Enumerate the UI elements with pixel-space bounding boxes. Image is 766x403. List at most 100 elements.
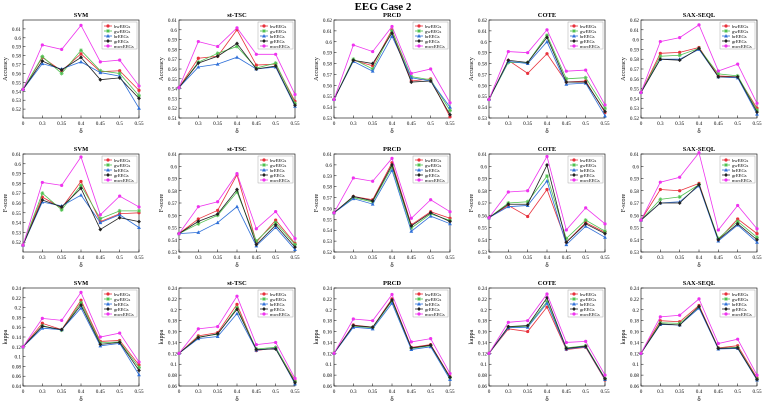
data-point-2 — [215, 220, 220, 225]
data-point-6 — [293, 380, 297, 385]
y-tick-label: 0.56 — [323, 83, 332, 89]
data-point-4 — [409, 345, 414, 350]
data-point-3 — [79, 300, 83, 305]
y-tick-label: 0.08 — [323, 373, 332, 379]
data-point-5 — [736, 217, 740, 221]
data-point-0 — [639, 90, 643, 95]
data-point-6 — [448, 375, 452, 380]
subplot-title: COTE — [538, 12, 556, 19]
y-tick-label: 0.53 — [630, 250, 639, 256]
y-tick-label: 0.53 — [12, 98, 21, 104]
y-axis-label: F-score — [468, 193, 475, 212]
data-point-2 — [525, 60, 530, 65]
data-point-3 — [235, 172, 239, 176]
data-point-4 — [254, 67, 259, 71]
data-point-legend — [724, 29, 728, 33]
x-tick-label: 0.5 — [582, 389, 589, 395]
x-tick-label: 0.35 — [523, 121, 532, 127]
x-tick-label: 0.45 — [407, 389, 416, 395]
legend-label-gwEEGs: gwEEGs — [114, 163, 131, 168]
data-point-legend — [106, 29, 110, 33]
data-point-legend — [262, 302, 266, 306]
data-point-legend — [106, 302, 110, 306]
y-tick-label: 0.14 — [168, 340, 177, 346]
legend-label-mwcEEGs: mwcEEGs — [270, 44, 290, 49]
data-point-4 — [254, 242, 259, 247]
y-tick-label: 0.2 — [171, 308, 178, 314]
x-tick-label: 0 — [22, 389, 25, 395]
data-point-1 — [658, 319, 662, 323]
data-point-6 — [137, 84, 141, 88]
legend-label-bwEEGs: bwEEGs — [270, 158, 287, 163]
data-point-1 — [351, 194, 356, 199]
y-tick-label: 0.58 — [323, 62, 332, 68]
data-point-6 — [448, 105, 452, 109]
x-axis-label: δ — [79, 127, 83, 135]
legend-label-mwcEEGs: mwcEEGs — [114, 312, 134, 317]
legend-label-grEEGs: grEEGs — [425, 307, 440, 312]
x-tick-label: 0.45 — [96, 255, 105, 261]
data-point-3 — [390, 168, 394, 172]
y-tick-label: 0.53 — [478, 250, 487, 256]
data-point-1 — [40, 43, 44, 47]
data-point-1 — [196, 219, 201, 224]
y-tick-label: 0.14 — [323, 340, 332, 346]
y-tick-label: 0.56 — [12, 71, 21, 77]
data-point-4 — [409, 229, 414, 233]
legend-label-brEEGs: brEEGs — [732, 34, 747, 39]
data-point-legend — [417, 302, 421, 306]
legend-label-gwEEGs: gwEEGs — [580, 297, 597, 302]
x-axis-label: δ — [390, 395, 394, 403]
legend-label-brEEGs: brEEGs — [580, 168, 595, 173]
data-point-legend — [724, 307, 728, 311]
x-tick-label: 0.3 — [505, 389, 512, 395]
data-point-legend — [262, 297, 266, 301]
y-tick-label: 0.08 — [168, 373, 177, 379]
data-point-3 — [390, 162, 394, 167]
data-point-legend — [572, 173, 576, 177]
data-point-4 — [409, 80, 414, 85]
data-point-3 — [79, 186, 83, 191]
data-point-6 — [603, 113, 607, 118]
data-point-6 — [293, 103, 297, 108]
x-axis-label: δ — [545, 127, 549, 135]
series-mwcEEGs — [332, 156, 452, 220]
y-axis-label: F-score — [158, 193, 165, 212]
y-tick-label: 0.61 — [478, 152, 487, 158]
data-point-4 — [564, 76, 569, 81]
y-tick-label: 0.12 — [478, 351, 487, 357]
x-tick-label: 0.4 — [234, 121, 241, 127]
data-point-legend — [572, 178, 576, 182]
y-tick-label: 0.58 — [168, 47, 177, 53]
y-tick-label: 0.16 — [323, 330, 332, 336]
legend-label-bwEEGs: bwEEGs — [425, 158, 442, 163]
data-point-5 — [736, 62, 740, 66]
data-point-6 — [137, 88, 141, 92]
y-tick-label: 0.12 — [168, 351, 177, 357]
data-point-5 — [735, 219, 740, 224]
y-tick-label: 0.55 — [630, 87, 639, 93]
x-tick-label: 0.5 — [272, 389, 279, 395]
y-axis-label: kappa — [468, 329, 475, 344]
data-point-3 — [79, 303, 83, 308]
data-point-1 — [351, 317, 355, 321]
data-point-6 — [293, 245, 297, 250]
data-point-2 — [678, 36, 682, 40]
data-point-2 — [370, 69, 375, 73]
x-tick-label: 0.55 — [752, 389, 761, 395]
series-grEEGs — [487, 35, 607, 114]
x-tick-label: 0.5 — [272, 121, 279, 127]
x-tick-label: 0.45 — [562, 121, 571, 127]
data-point-1 — [506, 320, 510, 324]
data-point-1 — [40, 324, 45, 329]
data-point-0 — [332, 97, 336, 102]
data-point-legend — [572, 302, 576, 306]
data-point-2 — [526, 319, 530, 323]
data-point-1 — [40, 198, 45, 203]
data-point-3 — [235, 204, 239, 209]
data-point-1 — [658, 180, 662, 184]
x-tick-label: 0.55 — [134, 255, 143, 261]
y-tick-label: 0.06 — [323, 384, 332, 390]
data-point-1 — [658, 201, 663, 205]
y-tick-label: 0.16 — [630, 330, 639, 336]
